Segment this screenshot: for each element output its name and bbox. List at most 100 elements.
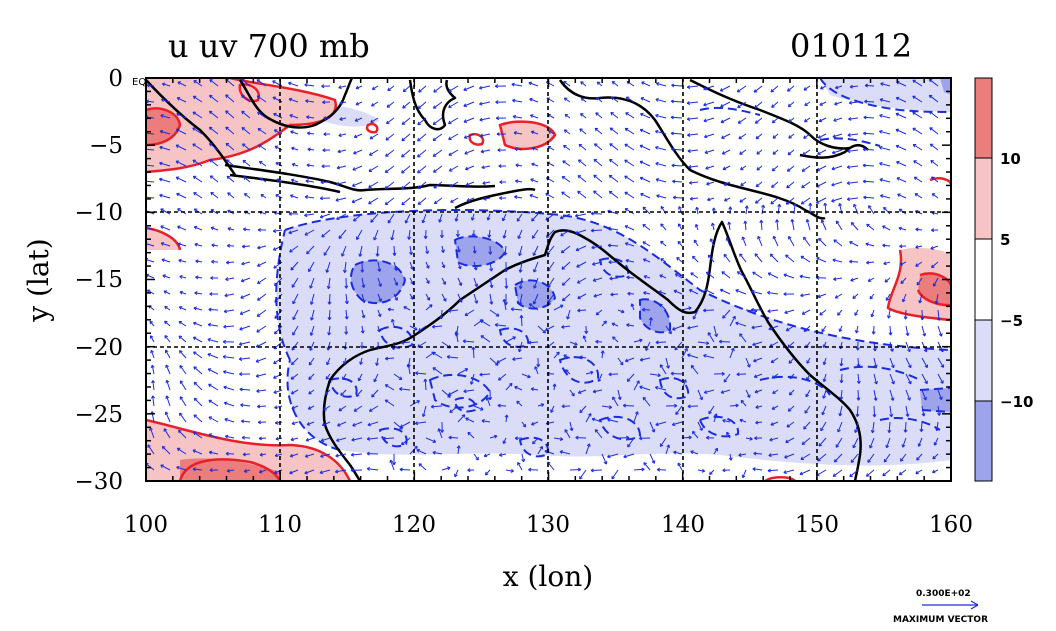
wind-vector bbox=[639, 386, 651, 391]
wind-vector-head bbox=[338, 133, 342, 138]
wind-vector-head bbox=[531, 421, 535, 426]
wind-vector bbox=[659, 437, 667, 447]
wind-vector bbox=[767, 272, 779, 279]
wind-vector-head bbox=[582, 335, 587, 339]
wind-vector bbox=[324, 389, 331, 395]
wind-vector bbox=[532, 147, 539, 151]
wind-vector-head bbox=[785, 201, 790, 205]
wind-vector-head bbox=[642, 258, 647, 262]
wind-vector bbox=[566, 309, 571, 320]
wind-vector-head bbox=[571, 392, 575, 397]
wind-vector bbox=[192, 111, 203, 119]
wind-vector-head bbox=[882, 472, 886, 477]
wind-vector bbox=[292, 325, 299, 336]
wind-vector bbox=[409, 293, 414, 300]
wind-vector-head bbox=[577, 390, 582, 394]
wind-vector-head bbox=[401, 186, 405, 190]
wind-vector bbox=[321, 437, 331, 442]
wind-vector bbox=[195, 260, 203, 263]
wind-vector bbox=[768, 453, 779, 456]
wind-vector-head bbox=[309, 347, 313, 351]
wind-vector bbox=[227, 192, 235, 199]
wind-vector-head bbox=[238, 357, 243, 361]
wind-vector bbox=[609, 143, 619, 151]
wind-vector-head bbox=[493, 434, 498, 439]
wind-vector bbox=[889, 325, 892, 336]
wind-vector-head bbox=[895, 96, 900, 101]
wind-vector bbox=[607, 453, 619, 458]
wind-vector bbox=[787, 341, 795, 348]
wind-vector-head bbox=[659, 274, 663, 278]
wind-vector-head bbox=[687, 149, 691, 153]
wind-vector bbox=[146, 148, 155, 151]
wind-vector bbox=[787, 149, 795, 156]
wind-vector bbox=[529, 194, 539, 199]
wind-vector-head bbox=[850, 222, 855, 226]
wind-vector-head bbox=[820, 86, 824, 90]
wind-vector bbox=[473, 293, 478, 304]
wind-vector-head bbox=[241, 127, 246, 131]
wind-vector-head bbox=[739, 151, 743, 155]
wind-vector bbox=[905, 357, 912, 368]
wind-vector bbox=[391, 229, 395, 241]
wind-vector bbox=[193, 322, 203, 327]
wind-vector bbox=[511, 308, 523, 311]
wind-vector-head bbox=[727, 221, 732, 225]
wind-vector bbox=[195, 276, 203, 279]
wind-vector bbox=[292, 293, 299, 305]
wind-vector-head bbox=[210, 276, 214, 280]
wind-vector bbox=[840, 357, 843, 367]
wind-vector bbox=[308, 261, 315, 272]
wind-vector-head bbox=[150, 364, 155, 369]
wind-vector-head bbox=[474, 300, 479, 304]
wind-vector bbox=[209, 126, 219, 135]
wind-vector bbox=[873, 325, 875, 335]
wind-vector-head bbox=[463, 119, 467, 123]
wind-vector-head bbox=[418, 328, 422, 332]
wind-vector bbox=[671, 148, 683, 151]
wind-vector-head bbox=[770, 200, 774, 205]
wind-vector-head bbox=[832, 473, 837, 477]
wind-vector-head bbox=[448, 152, 452, 156]
wind-vector bbox=[873, 357, 877, 368]
wind-vector-head bbox=[739, 418, 743, 423]
wind-vector-head bbox=[515, 179, 519, 184]
wind-vector-head bbox=[241, 110, 245, 115]
wind-vector-head bbox=[754, 389, 759, 394]
wind-vector bbox=[417, 101, 427, 109]
wind-vector-head bbox=[622, 403, 627, 408]
wind-vector bbox=[359, 245, 363, 257]
wind-vector bbox=[707, 332, 715, 343]
wind-vector-head bbox=[736, 88, 741, 93]
wind-vector bbox=[585, 443, 590, 455]
wind-vector-head bbox=[755, 183, 760, 188]
wind-vector bbox=[207, 368, 219, 375]
wind-vector-head bbox=[530, 130, 535, 135]
wind-vector-head bbox=[753, 89, 758, 93]
wind-vector-head bbox=[666, 365, 670, 369]
wind-vector-head bbox=[243, 193, 248, 197]
wind-vector bbox=[161, 259, 171, 263]
wind-vector-head bbox=[240, 403, 244, 408]
wind-vector bbox=[483, 197, 491, 200]
wind-vector bbox=[208, 309, 219, 311]
wind-vector-head bbox=[163, 290, 168, 294]
wind-vector-head bbox=[642, 307, 646, 312]
wind-vector bbox=[823, 357, 827, 365]
wind-vector-head bbox=[223, 370, 227, 374]
wind-vector-head bbox=[656, 82, 660, 86]
wind-vector-head bbox=[785, 254, 789, 258]
wind-vector-head bbox=[721, 271, 725, 275]
wind-vector bbox=[546, 97, 555, 103]
wind-vector bbox=[803, 325, 811, 332]
wind-vector bbox=[455, 213, 459, 222]
wind-vector-head bbox=[255, 373, 260, 378]
wind-vector bbox=[853, 204, 859, 215]
wind-vector-head bbox=[805, 393, 809, 398]
wind-vector bbox=[448, 436, 459, 439]
wind-vector bbox=[678, 223, 683, 231]
wind-vector bbox=[310, 293, 315, 305]
wind-vector bbox=[915, 245, 923, 248]
wind-vector bbox=[905, 325, 909, 336]
wind-vector-head bbox=[848, 117, 852, 121]
